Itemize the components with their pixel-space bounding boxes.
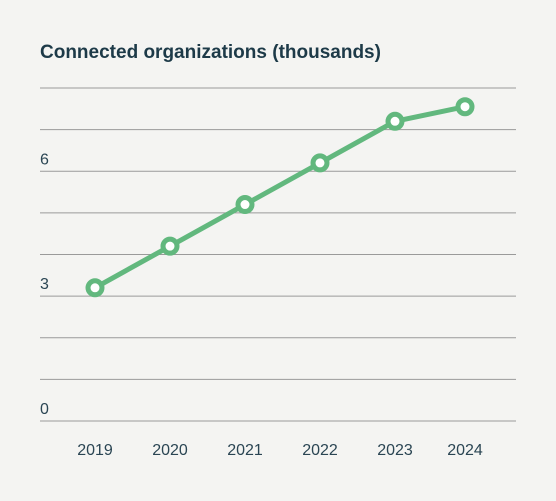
series-layer (85, 97, 475, 298)
x-tick-label-2023: 2023 (377, 442, 413, 459)
y-tick-label-6: 6 (40, 151, 49, 168)
x-tick-label-2021: 2021 (227, 442, 263, 459)
data-point-2022 (310, 153, 330, 173)
data-point-2024 (455, 97, 475, 117)
data-point-2023 (385, 111, 405, 131)
chart-title: Connected organizations (thousands) (40, 42, 381, 63)
x-tick-label-2022: 2022 (302, 442, 338, 459)
gridlines (40, 87, 516, 422)
data-point-2020 (160, 236, 180, 256)
y-axis-ticks: 0 3 6 (40, 151, 49, 418)
data-point-2019 (85, 278, 105, 298)
y-tick-label-3: 3 (40, 276, 49, 293)
x-axis-ticks: 2019 2020 2021 2022 2023 2024 (77, 442, 483, 459)
x-tick-label-2019: 2019 (77, 442, 113, 459)
data-point-2021 (235, 195, 255, 215)
y-tick-label-0: 0 (40, 401, 49, 418)
series-line-0 (92, 104, 468, 291)
x-tick-label-2020: 2020 (152, 442, 188, 459)
x-tick-label-2024: 2024 (447, 442, 483, 459)
